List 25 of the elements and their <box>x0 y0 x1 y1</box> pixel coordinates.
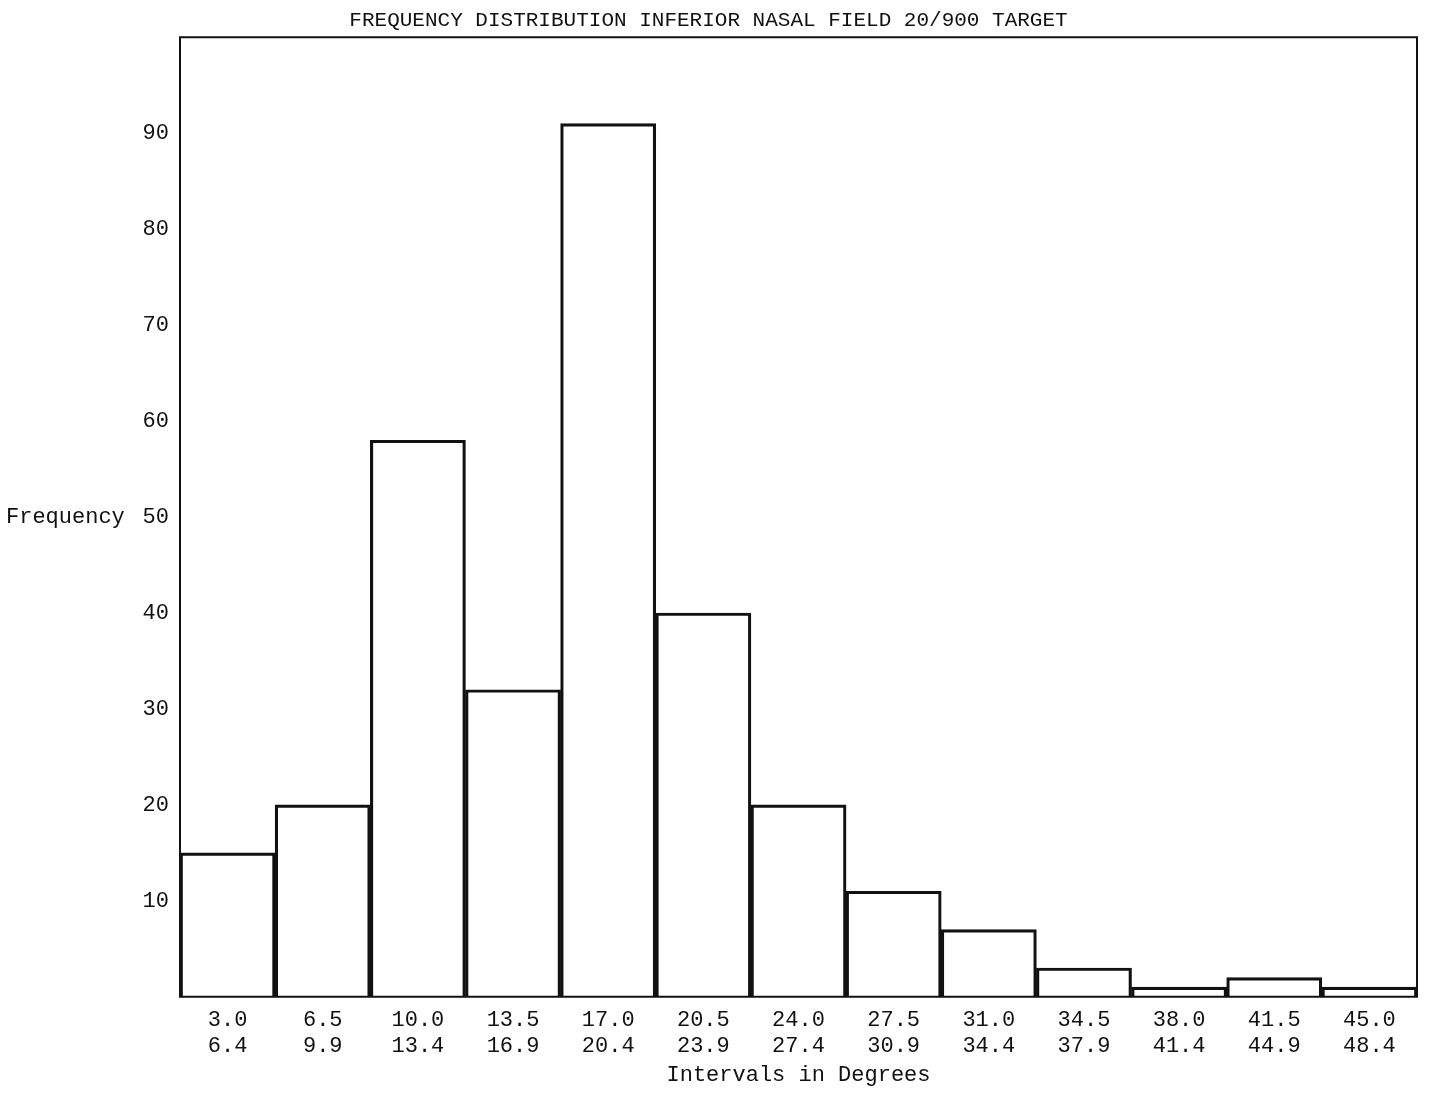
y-tick-label: 30 <box>142 696 169 722</box>
x-tick-label: 17.0 20.4 <box>581 1007 635 1060</box>
x-tick-label: 27.5 30.9 <box>867 1007 921 1060</box>
x-tick-label: 38.0 41.4 <box>1152 1007 1206 1060</box>
y-tick-label: 70 <box>142 312 169 338</box>
x-tick-label: 41.5 44.9 <box>1247 1007 1301 1060</box>
x-tick-label: 10.0 13.4 <box>391 1007 445 1060</box>
x-tick-label: 3.0 6.4 <box>207 1007 248 1060</box>
y-tick-label: 40 <box>142 600 169 626</box>
y-axis-title: Frequency <box>6 504 125 530</box>
x-tick-label: 34.5 37.9 <box>1057 1007 1111 1060</box>
x-tick-label: 6.5 9.9 <box>302 1007 343 1060</box>
y-tick-label: 80 <box>142 216 169 242</box>
y-tick-label: 10 <box>142 888 169 914</box>
y-tick-label: 20 <box>142 792 169 818</box>
y-tick-label: 50 <box>142 504 169 530</box>
y-tick-label: 90 <box>142 120 169 146</box>
x-tick-label: 13.5 16.9 <box>486 1007 540 1060</box>
x-tick-label: 31.0 34.4 <box>962 1007 1016 1060</box>
x-tick-label: 20.5 23.9 <box>676 1007 730 1060</box>
chart-title: FREQUENCY DISTRIBUTION INFERIOR NASAL FIELD 20/900 TARGET <box>349 9 1068 33</box>
x-tick-label: 24.0 27.4 <box>772 1007 825 1060</box>
y-tick-label: 60 <box>142 408 169 434</box>
x-axis-title: Intervals in Degrees <box>666 1062 931 1088</box>
x-tick-label: 45.0 48.4 <box>1343 1007 1396 1060</box>
